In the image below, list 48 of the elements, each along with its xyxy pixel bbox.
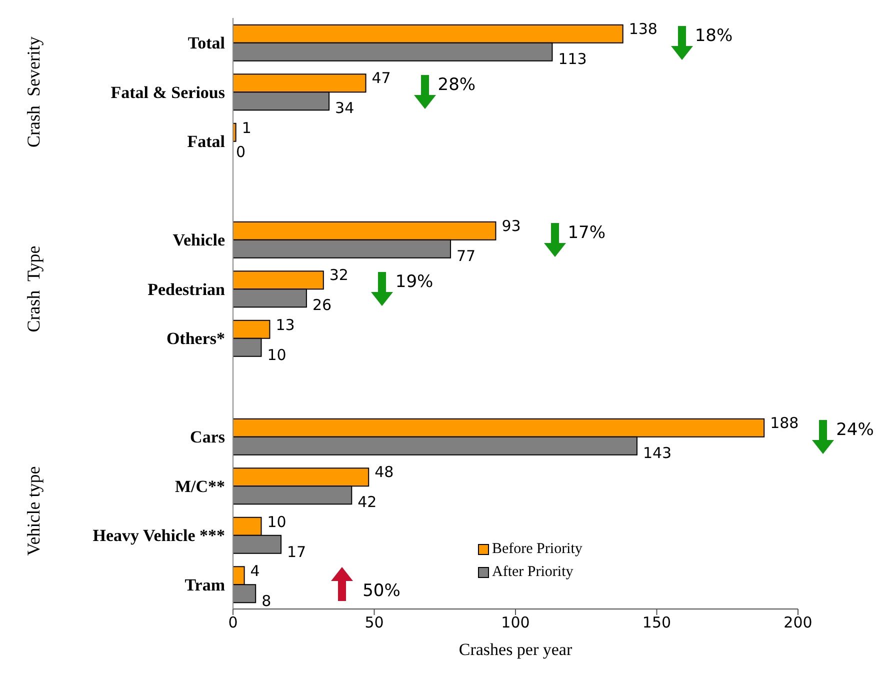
y-tick-label: Fatal & Serious xyxy=(110,82,226,102)
data-label: 13 xyxy=(276,314,295,335)
data-label: 1 xyxy=(242,118,252,138)
data-label: 42 xyxy=(358,492,377,512)
legend-label: After Priority xyxy=(492,564,574,581)
x-tick-label: 200 xyxy=(784,614,812,632)
bar xyxy=(233,122,236,142)
x-axis-title: Crashes per year xyxy=(458,640,572,659)
data-label: 47 xyxy=(372,68,391,88)
data-label: 113 xyxy=(558,49,587,70)
data-label: 188 xyxy=(770,413,799,434)
annotation: 18% xyxy=(694,26,733,46)
annotation: 19% xyxy=(395,272,434,292)
data-label: 77 xyxy=(456,246,476,266)
annotation: 17% xyxy=(568,222,606,243)
y-tick-label: Heavy Vehicle *** xyxy=(92,526,225,546)
data-label: 93 xyxy=(502,216,521,236)
data-label: 34 xyxy=(335,98,354,118)
text: Crash Type xyxy=(24,246,44,332)
text: Vehicle type xyxy=(24,466,44,556)
text: Crash Severity xyxy=(24,36,44,148)
data-label: 10 xyxy=(267,512,286,532)
data-label: 0 xyxy=(236,142,246,162)
y-tick-label: M/C** xyxy=(174,476,225,496)
legend-label: Before Priority xyxy=(492,541,582,558)
annotation: 28% xyxy=(438,74,476,95)
data-label: 26 xyxy=(312,295,332,316)
data-label: 17 xyxy=(287,542,306,562)
data-label: 4 xyxy=(250,560,260,581)
data-label: 32 xyxy=(329,265,348,286)
y-tick-label: Others* xyxy=(166,329,225,348)
y-tick-label: Cars xyxy=(190,428,226,447)
x-tick-label: 100 xyxy=(501,614,530,632)
y-tick-label: Vehicle xyxy=(172,230,226,250)
annotation: 50% xyxy=(362,581,400,602)
data-label: 10 xyxy=(267,344,286,365)
y-tick-label: Total xyxy=(188,34,226,53)
data-label: 143 xyxy=(642,443,672,464)
y-tick-label: Pedestrian xyxy=(148,280,226,299)
y-tick-label: Tram xyxy=(184,575,225,594)
text: 24% xyxy=(836,420,874,440)
data-label: 48 xyxy=(374,462,394,482)
x-tick-label: 0 xyxy=(228,614,238,632)
data-label: 8 xyxy=(262,590,272,611)
data-label: 138 xyxy=(628,19,658,40)
x-tick-label: 150 xyxy=(642,614,672,632)
x-tick-label: 50 xyxy=(364,614,384,632)
y-tick-label: Fatal xyxy=(187,132,226,152)
